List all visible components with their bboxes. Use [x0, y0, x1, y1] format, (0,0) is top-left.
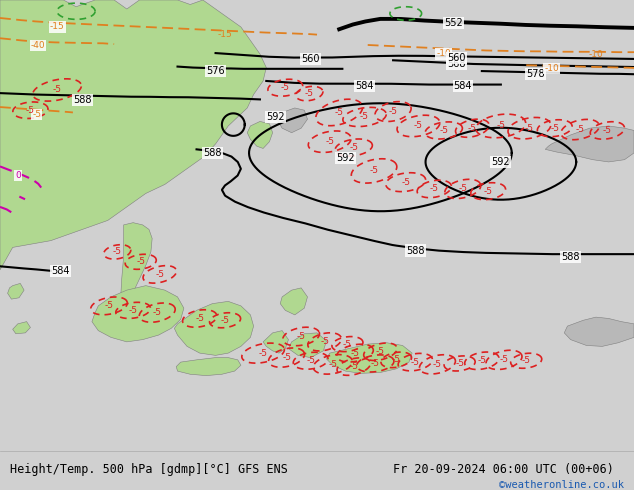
Polygon shape — [263, 331, 288, 353]
Polygon shape — [176, 358, 241, 376]
Text: -5: -5 — [136, 257, 145, 266]
Text: -5: -5 — [414, 122, 423, 130]
Text: -40: -40 — [30, 41, 46, 50]
Text: -15: -15 — [49, 23, 65, 31]
Text: -5: -5 — [411, 358, 420, 367]
Text: -10: -10 — [436, 49, 451, 58]
Text: -5: -5 — [522, 356, 531, 365]
Text: 552: 552 — [444, 19, 463, 28]
Text: 592: 592 — [491, 157, 510, 167]
Text: -5: -5 — [430, 184, 439, 194]
Text: 588: 588 — [203, 148, 222, 158]
Text: 560: 560 — [447, 52, 466, 63]
Text: -5: -5 — [297, 332, 306, 341]
Text: -5: -5 — [155, 270, 164, 279]
Text: 592: 592 — [336, 153, 355, 163]
Text: -10: -10 — [544, 64, 559, 73]
Text: -5: -5 — [105, 301, 113, 310]
Text: -5: -5 — [335, 108, 344, 117]
Text: Fr 20-09-2024 06:00 UTC (00+06): Fr 20-09-2024 06:00 UTC (00+06) — [393, 464, 614, 476]
Text: -5: -5 — [371, 359, 380, 368]
Text: 588: 588 — [73, 95, 92, 105]
Text: -5: -5 — [153, 308, 162, 317]
Text: -5: -5 — [282, 353, 291, 362]
Text: -5: -5 — [458, 184, 467, 194]
Text: -5: -5 — [195, 314, 204, 323]
Text: -5: -5 — [500, 355, 508, 365]
Text: -5: -5 — [53, 85, 61, 95]
Text: 578: 578 — [526, 69, 545, 79]
Text: -5: -5 — [26, 106, 35, 115]
Text: -5: -5 — [439, 126, 448, 135]
Text: 592: 592 — [266, 112, 285, 122]
Polygon shape — [327, 343, 412, 373]
Text: -5: -5 — [468, 123, 477, 133]
Text: -5: -5 — [281, 83, 290, 92]
Polygon shape — [120, 222, 152, 315]
Text: -5: -5 — [129, 306, 138, 315]
Text: -5: -5 — [221, 316, 230, 325]
Polygon shape — [8, 283, 24, 299]
Text: -5: -5 — [550, 123, 559, 133]
Text: -5: -5 — [477, 356, 486, 365]
Text: -5: -5 — [455, 359, 464, 368]
Text: 0: 0 — [15, 171, 21, 180]
Text: 588: 588 — [561, 252, 580, 262]
Text: 584: 584 — [453, 81, 472, 91]
Polygon shape — [0, 0, 266, 270]
Text: -5: -5 — [525, 123, 534, 133]
Text: -5: -5 — [343, 340, 352, 348]
Text: 576: 576 — [206, 66, 225, 75]
Text: -5: -5 — [320, 337, 329, 346]
Polygon shape — [92, 286, 184, 342]
Text: -5: -5 — [496, 122, 505, 130]
Text: -5: -5 — [113, 247, 122, 256]
Polygon shape — [174, 301, 254, 355]
Polygon shape — [545, 126, 634, 162]
Text: -5: -5 — [389, 107, 398, 116]
Text: -5: -5 — [32, 110, 41, 119]
Polygon shape — [280, 288, 307, 315]
Polygon shape — [278, 108, 307, 133]
Text: Height/Temp. 500 hPa [gdmp][°C] GFS ENS: Height/Temp. 500 hPa [gdmp][°C] GFS ENS — [10, 464, 287, 476]
Text: -5: -5 — [392, 355, 401, 365]
Text: 568: 568 — [447, 59, 466, 69]
Text: -5: -5 — [305, 89, 314, 98]
Text: -5: -5 — [325, 137, 334, 146]
Text: -5: -5 — [576, 125, 585, 134]
Text: 560: 560 — [301, 54, 320, 64]
Text: 584: 584 — [355, 81, 374, 91]
Text: -5: -5 — [349, 143, 358, 152]
Text: -5: -5 — [328, 360, 337, 369]
Text: -5: -5 — [351, 348, 359, 358]
Text: -5: -5 — [370, 167, 378, 175]
Text: 588: 588 — [406, 245, 425, 256]
Text: ©weatheronline.co.uk: ©weatheronline.co.uk — [500, 480, 624, 490]
Text: 584: 584 — [51, 266, 70, 276]
Polygon shape — [247, 122, 273, 148]
Text: -5: -5 — [360, 112, 369, 122]
Text: -5: -5 — [401, 178, 410, 187]
Text: -5: -5 — [376, 347, 385, 356]
Polygon shape — [288, 333, 327, 358]
Text: -15: -15 — [217, 30, 233, 39]
Text: -5: -5 — [349, 362, 358, 371]
Text: -5: -5 — [603, 126, 612, 135]
Text: -5: -5 — [484, 187, 493, 196]
Text: -5: -5 — [259, 348, 268, 358]
Polygon shape — [13, 321, 30, 334]
Text: -5: -5 — [433, 360, 442, 369]
Text: -10: -10 — [588, 50, 604, 59]
Text: -5: -5 — [306, 356, 315, 365]
Polygon shape — [564, 317, 634, 346]
